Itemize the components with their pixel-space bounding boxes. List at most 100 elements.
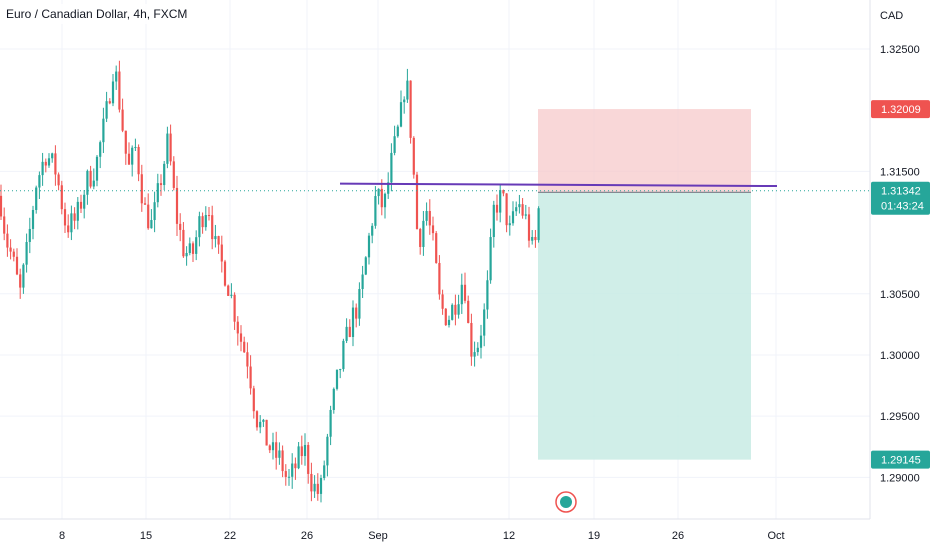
candle-body: [70, 213, 73, 233]
candle: [83, 189, 86, 219]
candle: [361, 265, 364, 298]
candle-body: [124, 130, 127, 154]
candle-body: [79, 201, 83, 209]
candle: [425, 202, 428, 226]
candle-body: [524, 214, 527, 216]
candle-body: [236, 321, 239, 334]
candle-body: [377, 188, 380, 197]
horizontal-trend-line: [339, 182, 778, 188]
candle-body: [467, 300, 470, 323]
candle: [201, 212, 204, 234]
candle-body: [12, 251, 15, 257]
price-axis-panel[interactable]: [870, 0, 932, 519]
candle-body: [38, 175, 41, 188]
time-tick-label: 22: [224, 530, 236, 542]
candle: [265, 419, 268, 446]
price-tick-label: 1.29500: [880, 411, 920, 423]
candle: [105, 91, 108, 123]
candle-body: [35, 187, 38, 210]
candle: [255, 410, 259, 431]
candle: [15, 248, 19, 276]
candle: [6, 224, 9, 257]
candle-body: [531, 236, 534, 241]
candle-body: [403, 99, 406, 103]
candle: [92, 168, 95, 190]
current-price-tag-label: 1.31342: [881, 186, 921, 198]
candle: [185, 246, 188, 266]
candle: [511, 201, 515, 226]
candle-body: [246, 352, 249, 367]
candle-body: [207, 215, 211, 217]
candle-body: [137, 146, 140, 175]
candle: [537, 206, 540, 243]
candle-body: [425, 211, 428, 221]
candle: [140, 164, 143, 212]
candle: [323, 460, 326, 481]
candle-body: [287, 476, 291, 478]
title-backdrop: [0, 4, 188, 24]
candle-body: [431, 225, 435, 234]
candle: [438, 255, 441, 300]
candle: [259, 415, 262, 434]
price-tick-label: 1.31500: [880, 166, 920, 178]
candle: [63, 202, 67, 233]
candle: [377, 188, 380, 205]
candle: [364, 256, 367, 276]
candle-body: [345, 326, 348, 341]
candle: [143, 197, 147, 206]
candle: [57, 172, 60, 191]
candle: [329, 405, 332, 446]
candle: [399, 90, 403, 128]
candle-body: [3, 216, 6, 234]
candle-body: [211, 215, 214, 240]
candle: [393, 125, 396, 156]
candle: [367, 232, 371, 265]
time-axis-panel[interactable]: [0, 519, 870, 550]
candle: [303, 433, 307, 466]
candle: [249, 355, 252, 395]
candle-body: [185, 252, 188, 257]
candle: [502, 189, 505, 197]
candle-body: [406, 80, 409, 100]
candle: [153, 191, 156, 233]
candle-body: [6, 233, 9, 248]
candle-body: [527, 214, 531, 241]
candle: [463, 272, 467, 304]
candle-body: [243, 341, 246, 353]
candle-body: [358, 289, 361, 319]
candle-body: [339, 369, 342, 371]
candle-body: [51, 153, 54, 159]
candle-body: [489, 237, 492, 281]
candle: [297, 442, 300, 470]
candle: [121, 98, 124, 133]
candle-body: [19, 274, 22, 288]
candle: [102, 107, 105, 154]
candle: [118, 60, 121, 113]
candle: [515, 201, 518, 216]
candle-body: [150, 220, 153, 229]
candle: [220, 235, 223, 273]
candle: [486, 270, 489, 319]
candle-body: [364, 257, 367, 275]
event-marker[interactable]: [555, 491, 577, 513]
candle: [534, 229, 537, 248]
candle: [150, 209, 153, 229]
candle: [207, 206, 211, 221]
candle-body: [166, 133, 169, 164]
candle-body: [371, 225, 374, 236]
candle: [131, 145, 134, 177]
candle-body: [505, 193, 508, 226]
candle: [3, 207, 6, 241]
candle: [195, 230, 198, 261]
candle-body: [22, 264, 25, 288]
candle: [476, 342, 479, 356]
candle-body: [195, 237, 198, 254]
event-marker-dot: [560, 496, 572, 508]
candle: [489, 228, 492, 284]
candle-body: [284, 471, 287, 477]
candle: [287, 469, 291, 486]
candle-body: [419, 229, 422, 247]
candle: [108, 98, 111, 105]
candle: [233, 292, 236, 330]
